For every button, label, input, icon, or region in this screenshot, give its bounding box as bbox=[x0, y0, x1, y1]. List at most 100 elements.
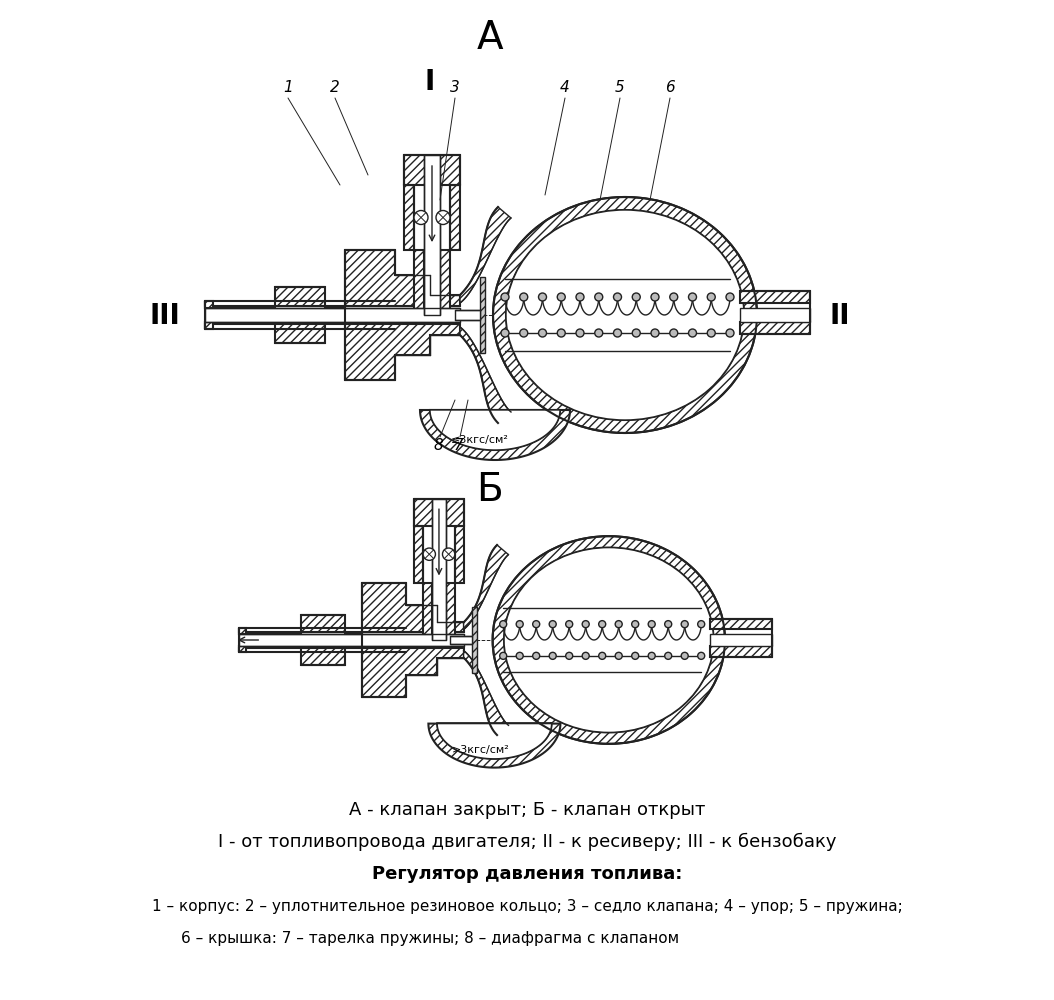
Circle shape bbox=[549, 621, 557, 628]
Circle shape bbox=[707, 329, 716, 337]
Polygon shape bbox=[464, 651, 508, 735]
Text: III: III bbox=[150, 302, 180, 330]
Circle shape bbox=[651, 293, 659, 301]
Text: Регулятор давления топлива:: Регулятор давления топлива: bbox=[372, 865, 682, 883]
Text: Б: Б bbox=[476, 471, 504, 509]
Circle shape bbox=[539, 293, 547, 301]
Bar bbox=[710, 619, 772, 629]
Circle shape bbox=[558, 293, 565, 301]
Polygon shape bbox=[460, 327, 511, 423]
Circle shape bbox=[414, 211, 428, 225]
Bar bbox=[423, 583, 432, 640]
Circle shape bbox=[501, 293, 509, 301]
Bar bbox=[710, 634, 772, 646]
Polygon shape bbox=[204, 322, 213, 329]
Bar bbox=[454, 526, 464, 583]
Circle shape bbox=[698, 652, 705, 659]
Circle shape bbox=[566, 652, 572, 659]
Bar bbox=[480, 277, 485, 353]
Circle shape bbox=[599, 652, 606, 659]
Polygon shape bbox=[437, 724, 551, 759]
Text: II: II bbox=[829, 302, 851, 330]
Circle shape bbox=[582, 652, 589, 659]
Text: 3: 3 bbox=[450, 81, 460, 96]
Circle shape bbox=[616, 621, 622, 628]
Circle shape bbox=[726, 329, 734, 337]
Circle shape bbox=[726, 293, 734, 301]
Bar bbox=[414, 526, 423, 583]
Circle shape bbox=[558, 329, 565, 337]
Bar bbox=[404, 155, 460, 185]
Circle shape bbox=[648, 621, 656, 628]
Bar bbox=[414, 250, 424, 315]
Text: ≤3кгс/см²: ≤3кгс/см² bbox=[451, 435, 509, 445]
Text: 2: 2 bbox=[330, 81, 339, 96]
Circle shape bbox=[632, 329, 640, 337]
Circle shape bbox=[681, 621, 688, 628]
Bar bbox=[404, 185, 414, 250]
Polygon shape bbox=[464, 545, 508, 629]
Circle shape bbox=[443, 548, 454, 560]
Circle shape bbox=[582, 621, 589, 628]
Ellipse shape bbox=[504, 548, 714, 732]
Bar bbox=[472, 607, 476, 673]
Bar bbox=[414, 499, 464, 526]
Bar bbox=[740, 308, 811, 322]
Polygon shape bbox=[460, 207, 511, 303]
Bar bbox=[740, 291, 811, 303]
Bar bbox=[432, 499, 446, 640]
Bar bbox=[450, 185, 460, 250]
Polygon shape bbox=[204, 322, 460, 380]
Text: А: А bbox=[476, 19, 504, 57]
Circle shape bbox=[594, 329, 603, 337]
Bar bbox=[710, 646, 772, 657]
Circle shape bbox=[669, 293, 678, 301]
Ellipse shape bbox=[506, 210, 744, 420]
Text: 6 – крышка: 7 – тарелка пружины; 8 – диафрагма с клапаном: 6 – крышка: 7 – тарелка пружины; 8 – диа… bbox=[181, 930, 679, 946]
Circle shape bbox=[669, 329, 678, 337]
Circle shape bbox=[423, 548, 435, 560]
Text: 4: 4 bbox=[560, 81, 570, 96]
Text: 8: 8 bbox=[433, 438, 443, 452]
Text: I - от топливопровода двигателя; II - к ресиверу; III - к бензобаку: I - от топливопровода двигателя; II - к … bbox=[218, 833, 836, 851]
Circle shape bbox=[532, 621, 540, 628]
Circle shape bbox=[575, 329, 584, 337]
Circle shape bbox=[539, 329, 547, 337]
Text: 7: 7 bbox=[453, 438, 463, 452]
Polygon shape bbox=[430, 410, 560, 450]
Circle shape bbox=[501, 329, 509, 337]
Circle shape bbox=[665, 621, 671, 628]
Polygon shape bbox=[493, 197, 757, 433]
Circle shape bbox=[648, 652, 656, 659]
Circle shape bbox=[616, 652, 622, 659]
Text: >3кгс/см²: >3кгс/см² bbox=[452, 745, 510, 755]
Polygon shape bbox=[239, 646, 464, 697]
Polygon shape bbox=[419, 410, 570, 460]
Polygon shape bbox=[204, 250, 460, 308]
Circle shape bbox=[688, 293, 697, 301]
Circle shape bbox=[520, 293, 528, 301]
Circle shape bbox=[566, 621, 572, 628]
Text: I: I bbox=[425, 68, 435, 96]
Text: 5: 5 bbox=[616, 81, 625, 96]
Bar bbox=[204, 308, 460, 322]
Text: 6: 6 bbox=[665, 81, 675, 96]
Polygon shape bbox=[239, 646, 247, 652]
Polygon shape bbox=[428, 724, 561, 768]
Polygon shape bbox=[492, 536, 725, 744]
Text: 1: 1 bbox=[284, 81, 293, 96]
Circle shape bbox=[681, 652, 688, 659]
Circle shape bbox=[707, 293, 716, 301]
Circle shape bbox=[632, 293, 640, 301]
Circle shape bbox=[631, 621, 639, 628]
Circle shape bbox=[599, 621, 606, 628]
Text: А - клапан закрыт; Б - клапан открыт: А - клапан закрыт; Б - клапан открыт bbox=[349, 801, 705, 819]
Bar bbox=[424, 155, 440, 315]
Circle shape bbox=[500, 652, 507, 659]
Circle shape bbox=[532, 652, 540, 659]
Bar bbox=[455, 310, 480, 320]
Circle shape bbox=[436, 211, 450, 225]
Circle shape bbox=[516, 652, 523, 659]
Circle shape bbox=[665, 652, 671, 659]
Bar bbox=[450, 636, 472, 644]
